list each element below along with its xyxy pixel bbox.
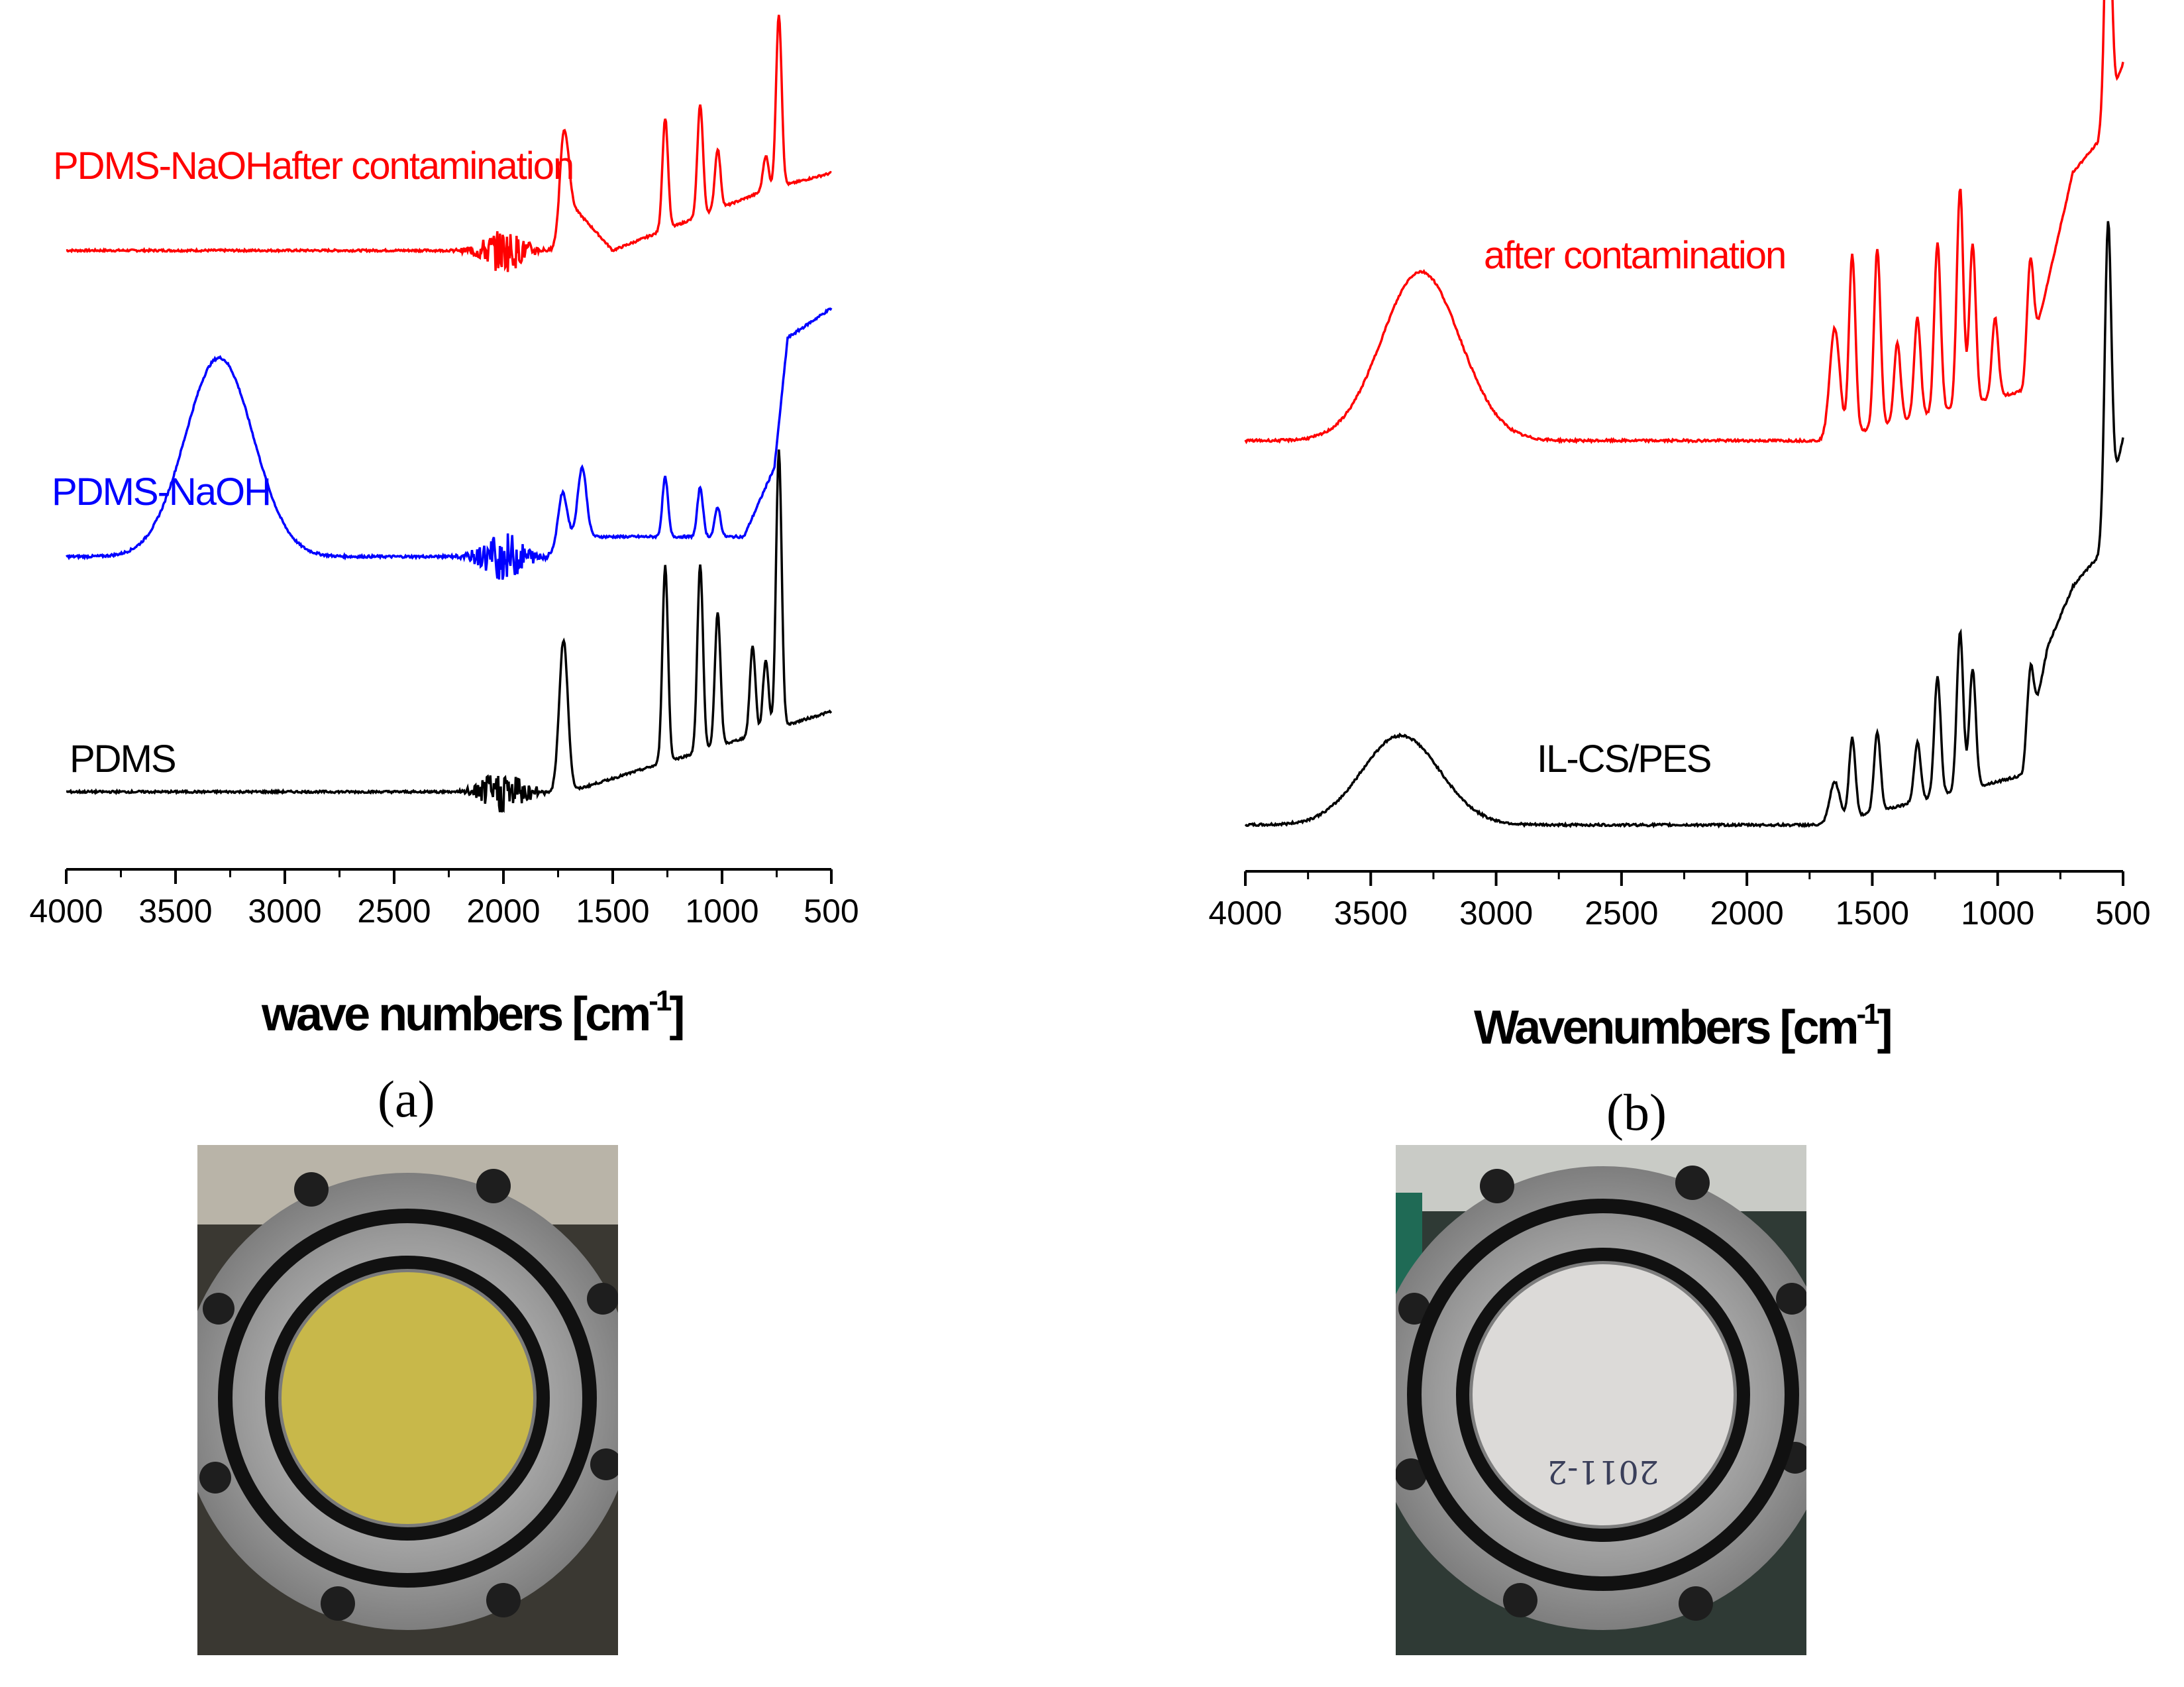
x-ticks-b: 4000 3500 3000 2500 2000 1500 1000 500 xyxy=(1208,871,2151,932)
series-label: PDMS-NaOHafter contamination xyxy=(53,144,573,188)
series-label: IL-CS/PES xyxy=(1537,737,1711,781)
photo-il-cs-pes-membrane: 2011-2 xyxy=(1396,1145,1806,1655)
x-tick-label: 4000 xyxy=(29,893,103,930)
x-tick-label: 500 xyxy=(2095,895,2150,932)
series-line-3 xyxy=(66,449,833,813)
x-tick-label: 500 xyxy=(804,893,858,930)
panel-label-a: (a) xyxy=(378,1070,435,1128)
series-label: after contamination xyxy=(1484,234,1785,277)
series-label: PDMS-NaOH xyxy=(52,470,270,514)
series-group-b: after contamination IL-CS/PES xyxy=(1244,0,2124,829)
x-tick-label: 2500 xyxy=(357,893,431,930)
x-tick-label: 3000 xyxy=(1459,895,1533,932)
x-tick-label: 3500 xyxy=(1334,895,1408,932)
x-tick-label: 3500 xyxy=(138,893,212,930)
x-tick-label: 3000 xyxy=(248,893,321,930)
series-line-2 xyxy=(1244,221,2124,829)
x-tick-label: 1500 xyxy=(1836,895,1909,932)
x-tick-label: 2500 xyxy=(1585,895,1658,932)
series-line-1 xyxy=(66,15,832,272)
x-tick-label: 2000 xyxy=(1710,895,1784,932)
x-tick-label: 4000 xyxy=(1208,895,1282,932)
x-tick-label: 1500 xyxy=(576,893,649,930)
series-line-2 xyxy=(66,307,833,580)
x-tick-label: 1000 xyxy=(1961,895,2034,932)
bolt-holes xyxy=(1396,1166,1806,1621)
chart-panel-a: 4000 3500 3000 2500 2000 1500 1000 500 PDMS-NaO… xyxy=(29,15,859,1128)
handwritten-label: 2011-2 xyxy=(1547,1453,1659,1490)
series-group-a: PDMS-NaOHafter contamination PDMS-NaOH PDM… xyxy=(52,15,833,813)
x-tick-label: 1000 xyxy=(685,893,758,930)
x-axis-label-b: Wavenumbers [cm-1] xyxy=(1474,998,1891,1054)
x-axis-label-a: wave numbers [cm-1] xyxy=(261,985,682,1041)
bolt-holes xyxy=(199,1169,618,1621)
series-line-1 xyxy=(1244,0,2124,445)
x-tick-label: 2000 xyxy=(466,893,540,930)
chart-panel-b: 4000 3500 3000 2500 2000 1500 1000 500 after co… xyxy=(1208,0,2151,1141)
photo-pdms-membrane xyxy=(197,1145,618,1655)
panel-label-b: (b) xyxy=(1606,1083,1667,1141)
series-label: PDMS xyxy=(70,737,176,781)
x-ticks-a: 4000 3500 3000 2500 2000 1500 1000 500 xyxy=(29,869,859,930)
